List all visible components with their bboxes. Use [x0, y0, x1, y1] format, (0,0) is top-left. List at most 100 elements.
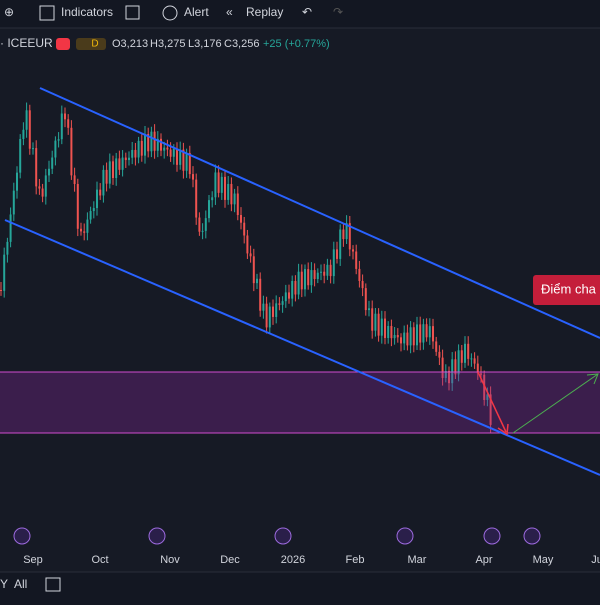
candle-body [457, 350, 460, 375]
event-markers [13, 527, 541, 545]
candle-body [336, 249, 338, 259]
candle-body [278, 303, 281, 305]
candle-body [284, 292, 287, 302]
candle-body [153, 131, 156, 151]
candle-body [291, 280, 294, 299]
close: C3,256 [224, 38, 259, 50]
time-label: Mar [408, 554, 427, 566]
candle-body [480, 373, 482, 375]
time-label: Oct [91, 554, 108, 566]
candle-body [252, 256, 255, 284]
candle-body [51, 157, 54, 169]
candle-body [342, 229, 345, 240]
candle-body [358, 268, 361, 281]
candle-body [208, 200, 210, 219]
candle-body [86, 219, 89, 233]
candle-body [233, 193, 236, 205]
candle-body [172, 148, 175, 157]
chart-area [0, 28, 600, 572]
candle-body [268, 306, 271, 328]
candle-body [332, 249, 335, 277]
channel-lower [4, 219, 600, 476]
candle-body [96, 189, 98, 209]
undo-button[interactable]: ↶ [302, 5, 312, 19]
candle-body [217, 172, 220, 193]
candle-body [64, 113, 66, 120]
candle-body [128, 157, 130, 161]
candle-body [297, 271, 300, 295]
icon-layouts[interactable] [125, 5, 140, 20]
candle-body [134, 149, 137, 158]
candle-body [160, 138, 162, 151]
candle-body [38, 186, 41, 189]
candle-body [150, 131, 153, 152]
candle-body [25, 110, 28, 130]
candle-body [448, 370, 450, 384]
candle-body [403, 332, 406, 344]
time-label: Ju [591, 554, 600, 566]
candle-body [83, 231, 86, 233]
time-axis: Sep Oct Nov Dec 2026 Feb Mar Apr May Ju [23, 554, 600, 566]
candle-body [473, 358, 476, 364]
candle-body [406, 332, 409, 346]
candle-body [476, 363, 479, 374]
candle-body [131, 149, 134, 158]
time-label: Apr [475, 554, 492, 566]
calendar-icon[interactable] [45, 577, 61, 592]
candle-body [118, 158, 121, 170]
event-marker [13, 527, 31, 545]
candle-body [89, 211, 92, 220]
candle-body [313, 270, 316, 279]
candle-body [67, 119, 70, 128]
candle-body [16, 172, 18, 191]
candle-body [345, 223, 348, 240]
candle-body [60, 113, 63, 140]
range-y[interactable]: Y [0, 577, 8, 591]
arrow-up [512, 373, 599, 434]
candle-body [224, 176, 226, 200]
alert-button[interactable]: Alert [184, 5, 209, 19]
replay-button[interactable]: Replay [246, 5, 283, 19]
candle-body [265, 303, 268, 328]
candle-body [364, 288, 367, 311]
candle-body [323, 271, 326, 276]
candle-body [483, 374, 486, 400]
candle-body [368, 308, 370, 311]
time-label: Feb [346, 554, 365, 566]
candle-body [316, 272, 319, 279]
candle-body [352, 249, 354, 252]
range-all[interactable]: All [14, 577, 27, 591]
time-label: Nov [160, 554, 180, 566]
candle-body [182, 149, 185, 171]
candles [0, 102, 492, 433]
candle-body [441, 357, 444, 378]
candle-body [44, 175, 47, 197]
candle-body [198, 217, 201, 232]
candle-body [140, 140, 143, 156]
candle-body [272, 306, 274, 317]
candle-body [422, 324, 425, 343]
redo-button[interactable]: ↷ [333, 5, 343, 19]
event-marker [483, 527, 501, 545]
time-label: Dec [220, 554, 240, 566]
candle-body [428, 326, 431, 338]
indicators-button[interactable]: Indicators [61, 5, 113, 19]
candle-body [92, 208, 95, 212]
candle-body [185, 152, 188, 171]
candle-body [435, 341, 438, 352]
candle-body [70, 127, 73, 176]
arrowhead-up [586, 373, 599, 385]
symbol: · ICEEUR [0, 36, 53, 50]
candle-body [377, 313, 380, 336]
candle-body [236, 193, 239, 216]
candle-body [310, 270, 313, 286]
candle-body [432, 326, 434, 342]
candle-body [454, 359, 457, 375]
candle-body [230, 183, 233, 205]
candle-body [195, 179, 198, 218]
candle-body [112, 161, 114, 178]
event-marker [523, 527, 541, 545]
candle-body [339, 229, 342, 259]
icon-plus[interactable]: ⊕ [4, 5, 14, 19]
